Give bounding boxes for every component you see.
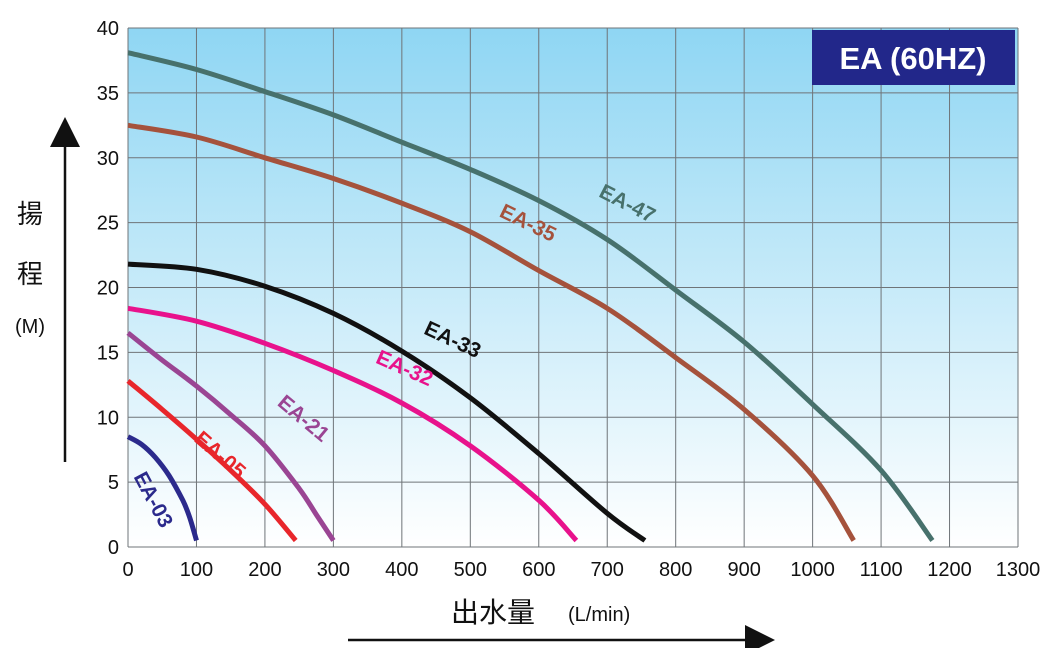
curve-ea-35 — [127, 122, 856, 542]
x-tick-label: 900 — [727, 559, 760, 581]
x-tick-label: 800 — [659, 559, 692, 581]
x-tick-label: 1200 — [927, 559, 972, 581]
x-tick-label: 600 — [522, 559, 555, 581]
y-tick-label: 25 — [97, 213, 119, 235]
x-tick-labels: 0 100 200 300 400 500 600 700 800 900 1000 1100 1200… — [122, 559, 1040, 581]
y-axis-unit: (M) — [15, 316, 45, 338]
x-tick-label: 200 — [248, 559, 281, 581]
title-badge: EA (60HZ) — [812, 30, 1015, 85]
title-badge-box — [812, 30, 1015, 85]
y-axis-char-1: 揚 — [17, 199, 43, 229]
grid-lines — [127, 27, 1019, 548]
x-tick-label: 500 — [454, 559, 487, 581]
y-tick-label: 40 — [97, 18, 119, 40]
x-tick-label: 1100 — [860, 559, 903, 581]
y-tick-label: 10 — [97, 407, 119, 429]
x-tick-label: 0 — [122, 559, 133, 581]
y-tick-label: 0 — [108, 537, 119, 559]
x-axis-title: 出水量 (L/min) — [348, 597, 775, 648]
y-tick-label: 5 — [108, 472, 119, 494]
curve-ea-32 — [127, 305, 579, 543]
y-tick-labels: 0 5 10 15 20 25 30 35 40 — [97, 18, 119, 559]
y-tick-label: 20 — [97, 278, 119, 300]
performance-curves — [126, 50, 935, 543]
y-tick-label: 30 — [97, 148, 119, 170]
chart-title: EA (60HZ) — [840, 41, 987, 76]
curve-ea-21 — [126, 330, 336, 542]
x-axis-unit: (L/min) — [568, 604, 630, 626]
x-tick-label: 1000 — [790, 559, 835, 581]
y-axis-char-2: 程 — [17, 259, 43, 289]
curve-ea-47 — [127, 50, 935, 542]
curve-ea-03 — [126, 434, 199, 542]
curve-ea-33 — [127, 261, 647, 543]
x-tick-label: 100 — [180, 559, 213, 581]
x-tick-label: 300 — [317, 559, 350, 581]
x-tick-label: 1300 — [996, 559, 1041, 581]
curve-ea-05 — [126, 378, 298, 543]
y-tick-label: 35 — [97, 83, 119, 105]
x-tick-label: 700 — [591, 559, 624, 581]
y-axis-title: 揚 程 (M) — [15, 117, 80, 462]
x-tick-label: 400 — [385, 559, 418, 581]
y-tick-label: 15 — [97, 342, 119, 364]
x-axis-main-label: 出水量 — [451, 597, 535, 628]
